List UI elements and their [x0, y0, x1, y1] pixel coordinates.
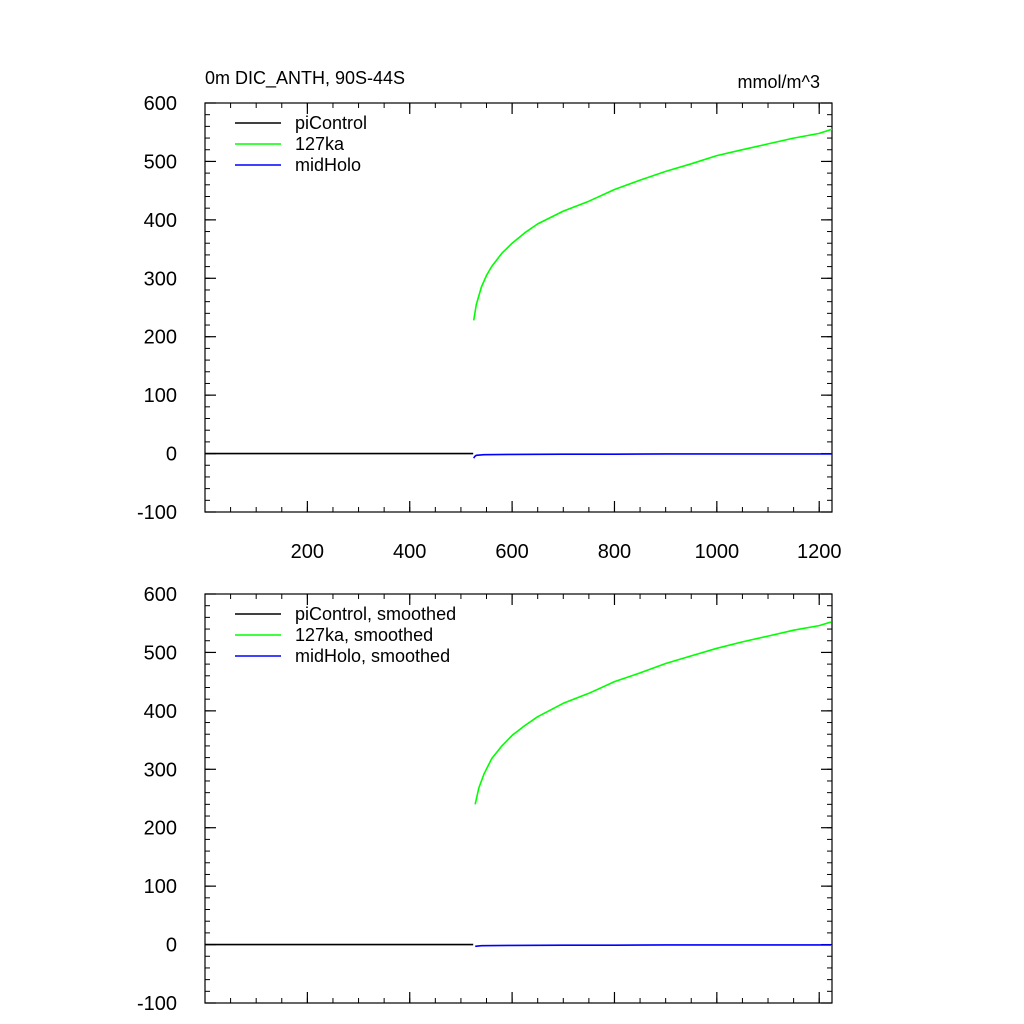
y-tick-label: 0: [166, 444, 177, 466]
legend-label: 127ka: [295, 134, 345, 154]
y-tick-label: 600: [144, 584, 177, 606]
legend-label: midHolo: [295, 155, 361, 175]
series-line-2: [474, 621, 832, 805]
series-line-2: [472, 128, 833, 321]
series-line-3: [475, 944, 831, 948]
legend-label: piControl: [295, 113, 367, 133]
legend-label: midHolo, smoothed: [295, 646, 450, 666]
y-tick-label: 500: [144, 151, 177, 173]
y-tick-label: -100: [137, 993, 177, 1015]
y-tick-label: 300: [144, 268, 177, 290]
y-tick-label: 600: [144, 93, 177, 115]
chart-panel-2: -100 0 100 200 300 400 500 600 piControl, smooth…: [137, 584, 833, 1015]
y-tick-label: 400: [144, 210, 177, 232]
y-tick-label: 100: [144, 385, 177, 407]
x-tick-label: 1000: [695, 541, 740, 563]
plot-frame: [204, 593, 833, 1004]
y-tick-label: 200: [144, 818, 177, 840]
y-tick-label: 400: [144, 701, 177, 723]
y-tick-label: 300: [144, 759, 177, 781]
x-tick-label: 600: [495, 541, 528, 563]
series-line-3: [473, 453, 832, 459]
units-label: mmol/m^3: [738, 72, 820, 92]
x-tick-label: 1200: [797, 541, 842, 563]
x-tick-label: 200: [291, 541, 324, 563]
y-tick-label: 100: [144, 876, 177, 898]
y-tick-label: -100: [137, 502, 177, 524]
chart-title: 0m DIC_ANTH, 90S-44S: [205, 68, 405, 89]
y-tick-label: 0: [166, 935, 177, 957]
chart-panel-1: -100 0 100 200 300 400 500 600 200 400 600 800 1000 1…: [137, 93, 841, 563]
x-tick-label: 400: [393, 541, 426, 563]
legend-label: piControl, smoothed: [295, 604, 456, 624]
legend-label: 127ka, smoothed: [295, 625, 433, 645]
plot-frame: [204, 102, 833, 513]
x-tick-label: 800: [598, 541, 631, 563]
y-tick-label: 200: [144, 327, 177, 349]
y-tick-label: 500: [144, 642, 177, 664]
